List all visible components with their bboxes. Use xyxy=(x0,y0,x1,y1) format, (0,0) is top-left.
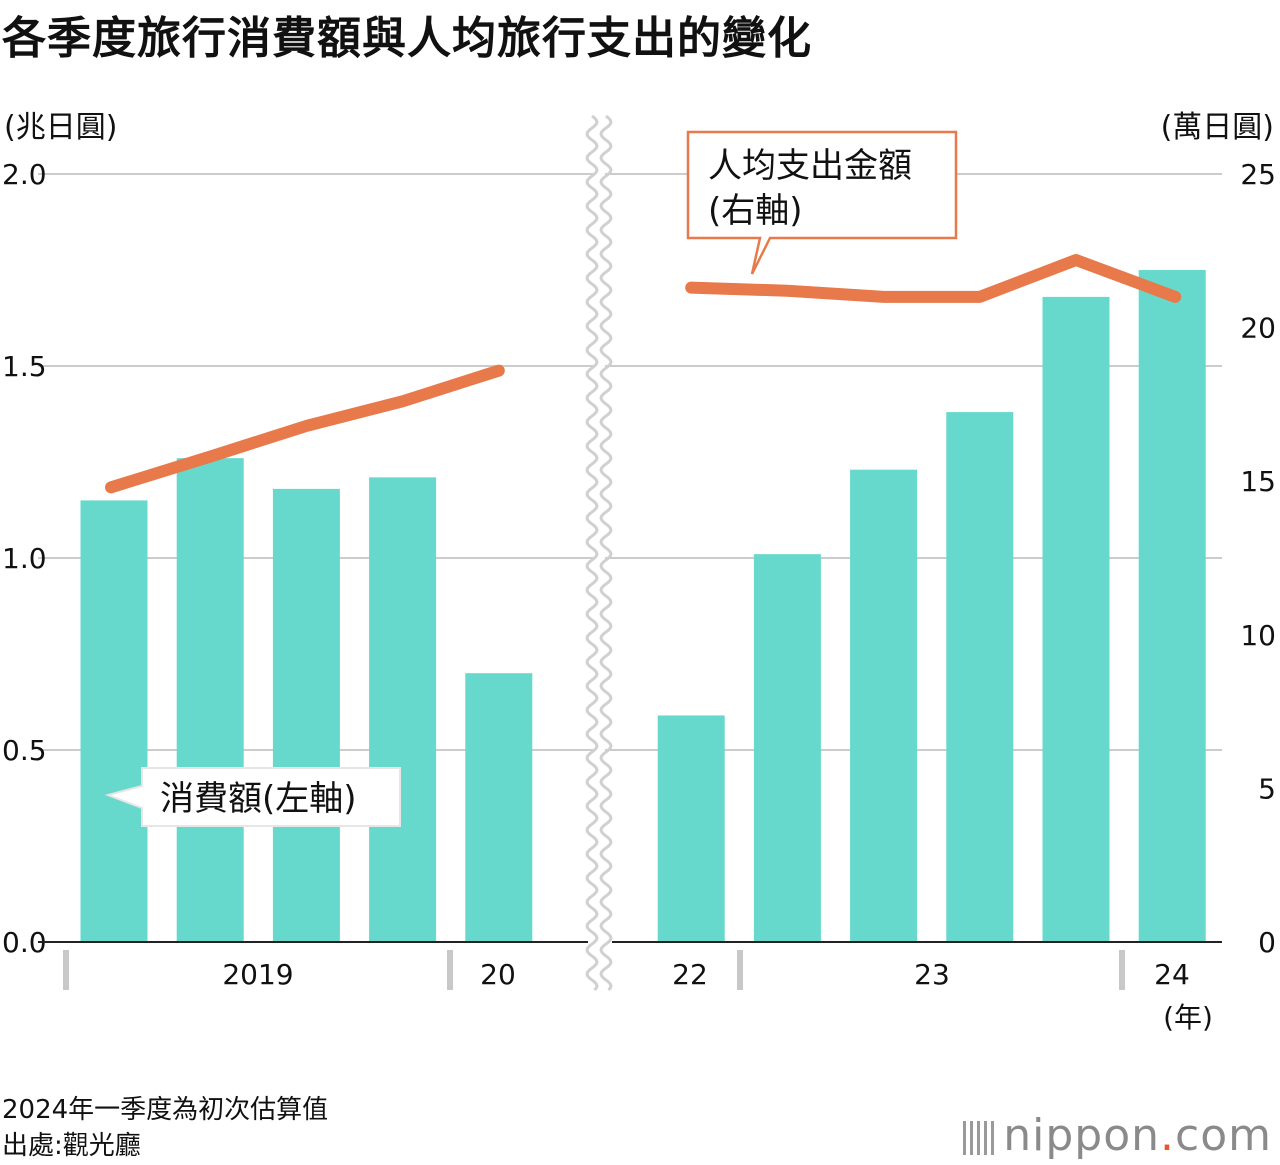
year-divider xyxy=(1119,950,1125,990)
year-divider xyxy=(63,950,69,990)
left-axis-ticks: 0.00.51.01.52.0 xyxy=(2,158,47,959)
right-axis-unit: (萬日圓) xyxy=(1160,110,1274,145)
right-tick-label: 25 xyxy=(1240,158,1276,191)
left-tick-label: 2.0 xyxy=(2,158,47,191)
year-unit-label: (年) xyxy=(1163,1001,1213,1034)
left-tick-label: 0.5 xyxy=(2,734,47,767)
bar xyxy=(850,469,918,942)
callout-per-capita-line1: 人均支出金額 xyxy=(708,146,912,186)
bar-series xyxy=(80,270,1206,943)
callout-consumption-label: 消費額(左軸) xyxy=(160,779,357,819)
chart-title: 各季度旅行消費額與人均旅行支出的變化 xyxy=(2,13,812,64)
right-tick-label: 15 xyxy=(1240,465,1276,498)
left-axis-unit: (兆日圓) xyxy=(4,110,118,145)
year-label: 2019 xyxy=(222,958,293,991)
bar xyxy=(753,554,821,942)
left-tick-label: 1.0 xyxy=(2,542,47,575)
logo-bars-icon xyxy=(963,1121,996,1155)
right-tick-label: 20 xyxy=(1240,312,1276,345)
bar xyxy=(1138,270,1206,942)
bar xyxy=(80,500,148,942)
bar xyxy=(946,412,1014,943)
nippon-logo: nippon.com xyxy=(963,1110,1272,1161)
break-wave-left xyxy=(585,114,599,992)
bar xyxy=(1042,296,1110,942)
bar xyxy=(272,488,340,942)
footnote: 2024年一季度為初次估算值 xyxy=(2,1095,329,1125)
bar xyxy=(657,715,725,942)
right-tick-label: 5 xyxy=(1258,772,1276,805)
callout-per-capita: 人均支出金額 (右軸) xyxy=(686,130,958,275)
x-axis: 2019 20 22 23 24 xyxy=(38,941,1222,991)
callout-per-capita-line2: (右軸) xyxy=(708,191,803,231)
bar xyxy=(369,477,437,942)
bar xyxy=(465,673,533,942)
right-tick-label: 10 xyxy=(1240,619,1276,652)
source-note: 出處:觀光廳 xyxy=(2,1131,141,1161)
year-divider xyxy=(447,950,453,990)
year-label: 23 xyxy=(914,958,950,991)
year-label: 20 xyxy=(480,958,516,991)
callout-consumption: 消費額(左軸) xyxy=(104,767,401,827)
right-axis-ticks: 0 5 10 15 20 25 xyxy=(1240,158,1276,959)
year-label: 22 xyxy=(672,958,708,991)
year-label: 24 xyxy=(1154,958,1190,991)
axis-break xyxy=(585,114,613,992)
per-capita-line xyxy=(105,364,505,494)
year-divider xyxy=(737,950,743,990)
left-tick-label: 1.5 xyxy=(2,350,47,383)
break-wave-right xyxy=(599,114,613,992)
per-capita-line xyxy=(685,254,1182,303)
bar xyxy=(176,458,244,942)
right-tick-label: 0 xyxy=(1258,926,1276,959)
line-series xyxy=(105,254,1182,494)
